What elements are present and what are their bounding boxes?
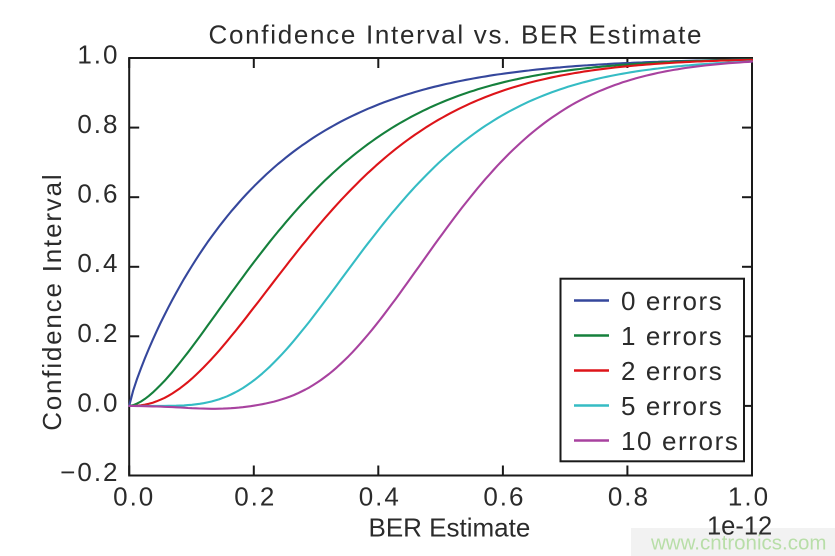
svg-text:0.8: 0.8	[608, 482, 650, 512]
svg-text:0.8: 0.8	[77, 109, 119, 139]
svg-text:0.2: 0.2	[234, 482, 276, 512]
svg-text:0.0: 0.0	[77, 387, 119, 417]
svg-text:BER Estimate: BER Estimate	[369, 513, 531, 543]
svg-text:1e-12: 1e-12	[707, 513, 772, 541]
svg-text:Confidence Interval: Confidence Interval	[37, 173, 67, 431]
svg-text:0.2: 0.2	[77, 318, 119, 348]
svg-text:1 errors: 1 errors	[621, 321, 723, 351]
svg-text:0 errors: 0 errors	[621, 286, 723, 316]
svg-text:0.6: 0.6	[77, 179, 119, 209]
svg-text:10 errors: 10 errors	[621, 426, 739, 456]
svg-text:1.0: 1.0	[77, 40, 119, 70]
svg-text:0.0: 0.0	[113, 482, 155, 512]
svg-text:1.0: 1.0	[728, 482, 770, 512]
svg-text:0.6: 0.6	[483, 482, 525, 512]
svg-text:−0.2: −0.2	[60, 457, 119, 487]
svg-text:2 errors: 2 errors	[621, 356, 723, 386]
svg-text:0.4: 0.4	[359, 482, 401, 512]
svg-text:Confidence Interval vs. BER Es: Confidence Interval vs. BER Estimate	[209, 20, 704, 50]
svg-text:0.4: 0.4	[77, 248, 119, 278]
svg-text:www.cntronics.com: www.cntronics.com	[650, 532, 826, 555]
svg-text:5 errors: 5 errors	[621, 391, 723, 421]
